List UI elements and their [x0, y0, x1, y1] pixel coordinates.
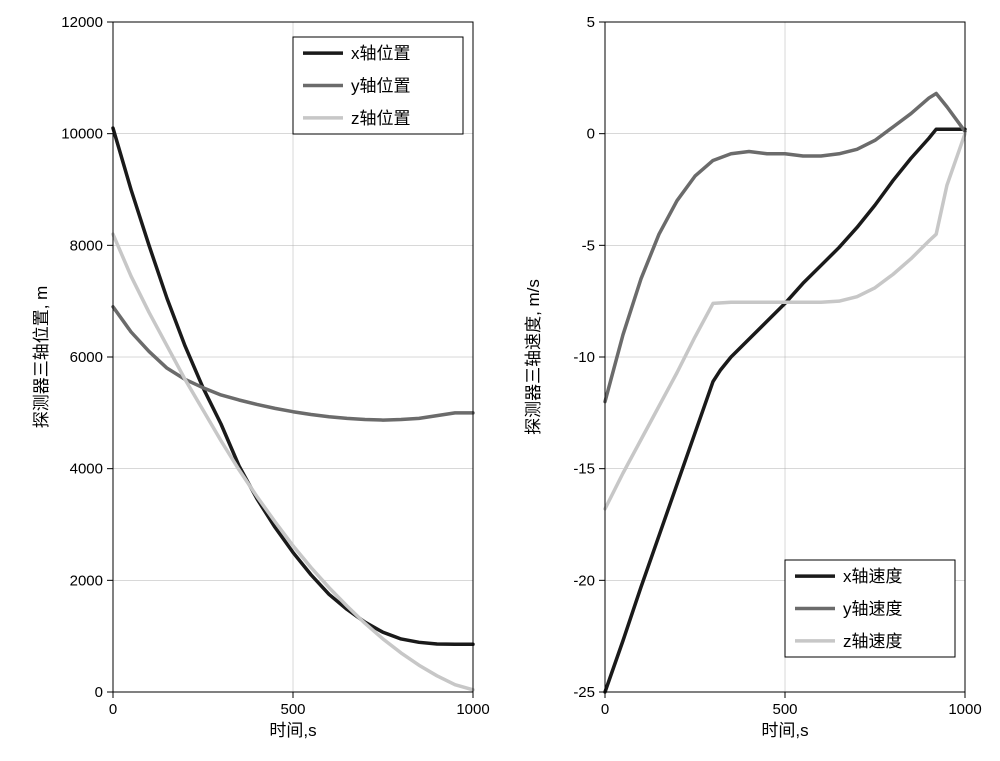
ylabel: 探测器三轴位置, m [32, 286, 51, 429]
ytick-label: 8000 [70, 237, 103, 254]
legend: x轴速度 y轴速度 z轴速度 [785, 560, 955, 657]
figure-container: 05001000020004000600080001000012000时间,s探… [0, 0, 1000, 761]
ytick-label: -10 [573, 349, 595, 366]
ytick-label: -20 [573, 572, 595, 589]
xtick-label: 500 [280, 701, 305, 718]
xtick-label: 500 [772, 701, 797, 718]
ytick-label: 4000 [70, 461, 103, 478]
ytick-label: 0 [587, 126, 595, 143]
legend-label: y轴速度 [843, 600, 903, 619]
ytick-label: 10000 [61, 126, 103, 143]
legend: x轴位置 y轴位置 z轴位置 [293, 37, 463, 134]
legend-label: x轴速度 [843, 567, 903, 586]
xlabel: 时间,s [761, 721, 808, 740]
ytick-label: -25 [573, 684, 595, 701]
ytick-label: 6000 [70, 349, 103, 366]
xtick-label: 0 [109, 701, 117, 718]
xlabel: 时间,s [269, 721, 316, 740]
legend-label: x轴位置 [351, 44, 411, 63]
xtick-label: 1000 [456, 701, 489, 718]
xtick-label: 0 [601, 701, 609, 718]
legend-label: y轴位置 [351, 77, 411, 96]
right-chart: 0 500 1000 -25 -20 -15 -10 -5 0 5 时间,s 探测器三轴速度, m/s… [524, 14, 982, 740]
ytick-label: 2000 [70, 572, 103, 589]
figure-svg: 05001000020004000600080001000012000时间,s探… [0, 0, 1000, 761]
left-chart: 05001000020004000600080001000012000时间,s探… [32, 14, 490, 740]
ylabel: 探测器三轴速度, m/s [524, 279, 543, 435]
ytick-label: -15 [573, 461, 595, 478]
ytick-label: 12000 [61, 14, 103, 31]
ytick-label: -5 [582, 237, 595, 254]
legend-label: z轴速度 [843, 632, 903, 651]
ytick-label: 0 [95, 684, 103, 701]
ytick-label: 5 [587, 14, 595, 31]
legend-label: z轴位置 [351, 109, 411, 128]
xtick-label: 1000 [948, 701, 981, 718]
